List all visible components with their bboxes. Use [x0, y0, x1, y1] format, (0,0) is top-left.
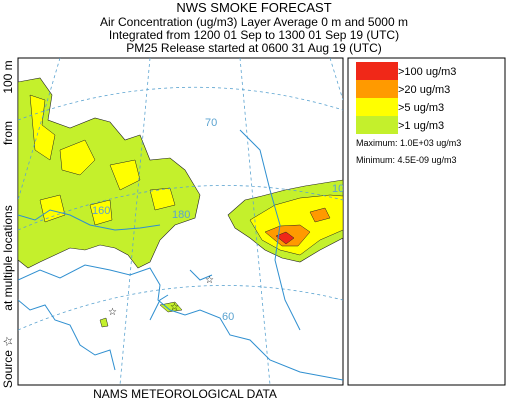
source-text: 100 m [1, 60, 15, 93]
grid-label: 160 [92, 205, 110, 217]
source-label: Source ☆ at multiple locations from 100 … [1, 60, 15, 388]
source-text: Source ☆ [1, 336, 15, 388]
legend-swatch [356, 80, 398, 98]
subtitle: PM25 Release started at 0600 31 Aug 19 (… [126, 41, 381, 55]
grid-label: 70 [205, 117, 217, 129]
grid-label: 100 [332, 183, 350, 195]
legend-minimum: Minimum: 4.5E-09 ug/m3 [356, 155, 457, 165]
source-text: at multiple locations [1, 205, 15, 310]
legend-maximum: Maximum: 1.0E+03 ug/m3 [356, 138, 461, 148]
legend-label: >20 ug/m3 [398, 84, 450, 96]
graticule [18, 58, 343, 385]
legend-swatch [356, 116, 398, 134]
title: NWS SMOKE FORECAST [176, 0, 331, 15]
coastline [18, 129, 343, 381]
footer: NAMS METEOROLOGICAL DATA [93, 387, 277, 401]
source-text: from [1, 121, 15, 145]
source-marker: ☆ [205, 275, 214, 286]
grid-label: 60 [222, 311, 234, 323]
source-marker: ☆ [108, 307, 117, 318]
smoke-area [29, 94, 176, 226]
grid-label: 180 [172, 209, 190, 221]
legend: Maximum: 1.0E+03 ug/m3 Minimum: 4.5E-09 … [347, 57, 506, 386]
legend-label: >1 ug/m3 [398, 120, 444, 132]
source-marker: ☆ [170, 302, 179, 313]
smoke-area [275, 231, 295, 245]
subtitle: Air Concentration (ug/m3) Layer Average … [100, 15, 408, 29]
legend-label: >5 ug/m3 [398, 102, 444, 114]
map: 70 160 180 100 60 ☆ ☆ ☆ [17, 57, 350, 386]
legend-swatch [356, 98, 398, 116]
smoke-area [99, 301, 183, 328]
subtitle: Integrated from 1200 01 Sep to 1300 01 S… [109, 28, 399, 42]
legend-swatch [356, 62, 398, 80]
legend-label: >100 ug/m3 [398, 66, 456, 78]
smoke-area [18, 77, 201, 269]
